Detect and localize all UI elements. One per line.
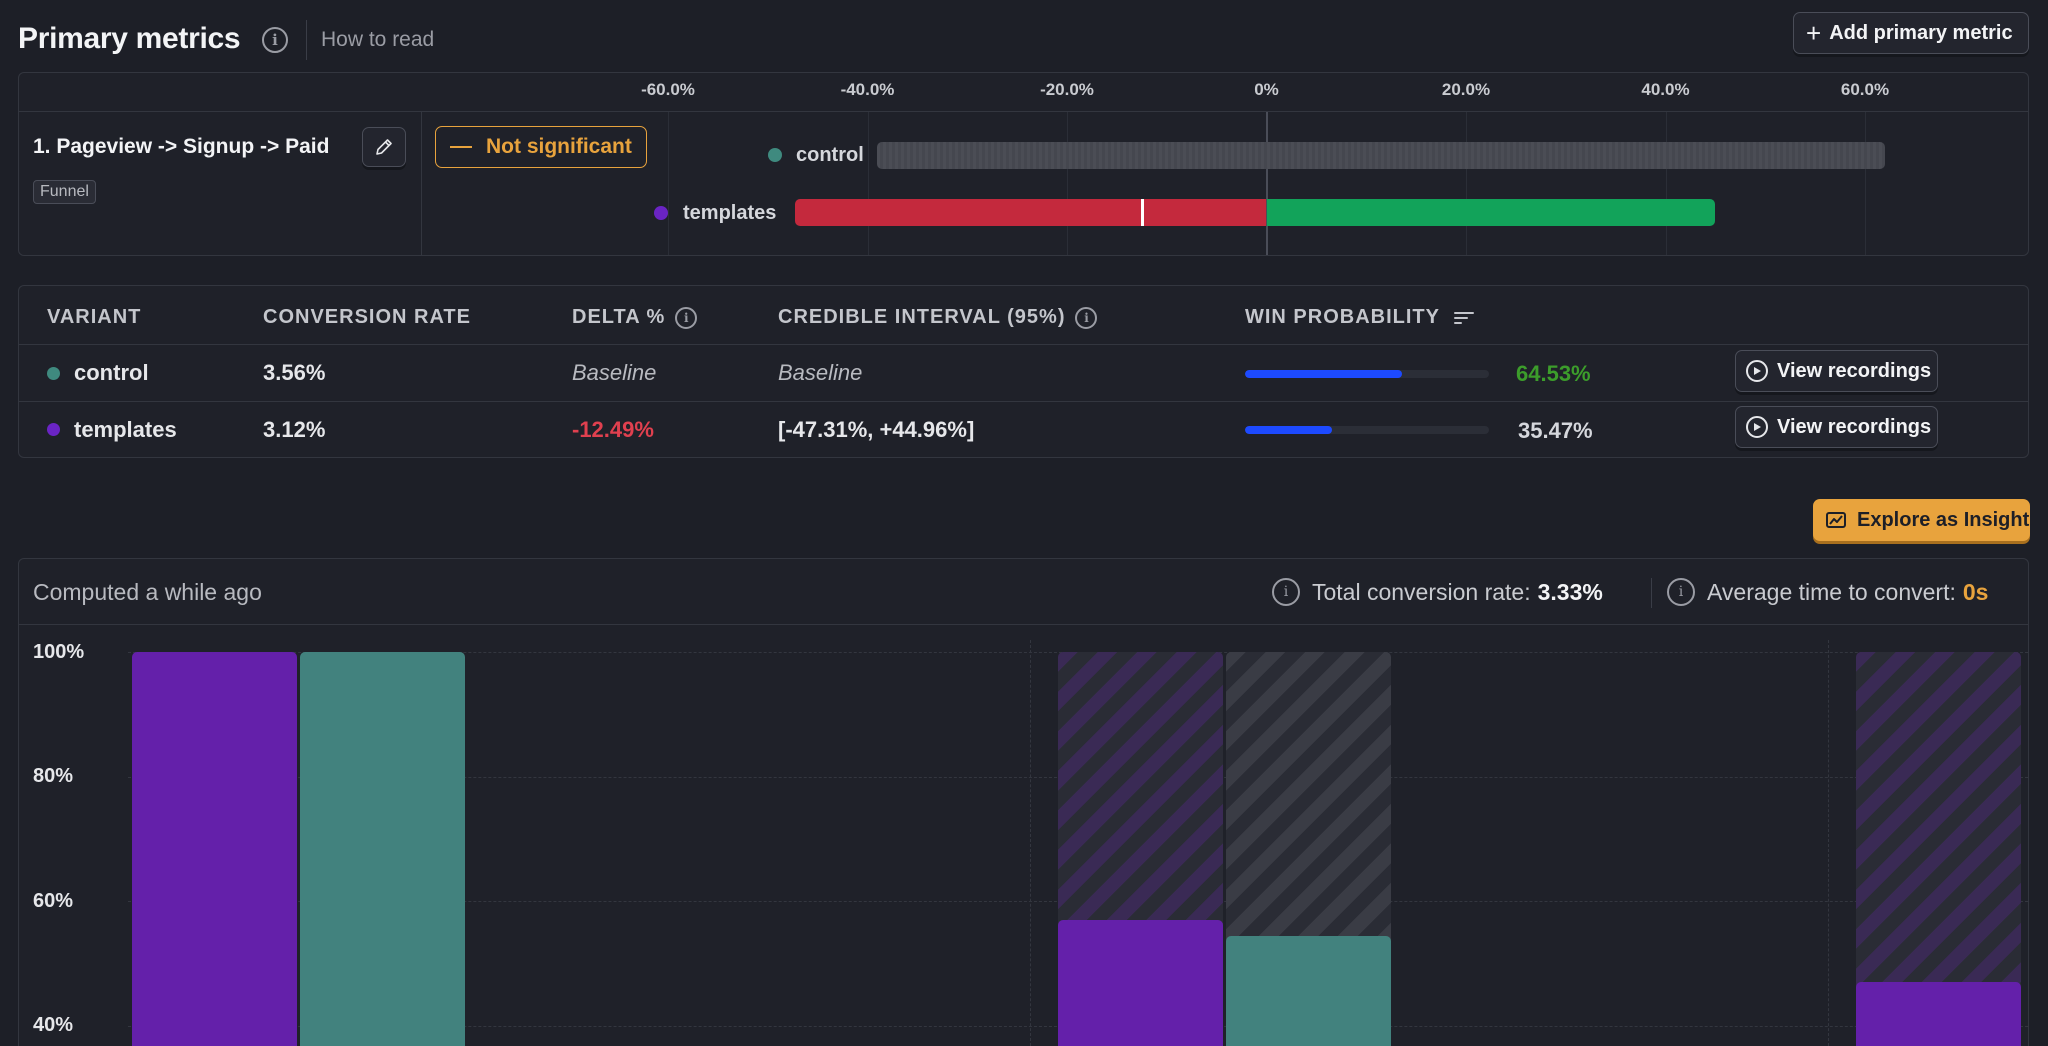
table-row-variant: templates: [74, 417, 177, 442]
results-table: [18, 285, 2029, 458]
step-separator: [1030, 640, 1031, 1046]
table-row-win-probability: 64.53%: [1516, 361, 1591, 386]
y-tick-label: 80%: [33, 765, 74, 787]
gridline: [1665, 112, 1667, 255]
play-icon: [1746, 416, 1768, 438]
view-recordings-button[interactable]: View recordings: [1735, 406, 1938, 448]
gridline: [668, 112, 669, 255]
y-tick-label: 60%: [33, 890, 74, 912]
step-separator: [1828, 640, 1829, 1046]
column-header-conversion-rate: CONVERSION RATE: [263, 306, 471, 328]
win-probability-fill: [1245, 426, 1332, 434]
axis-tick-label: 40.0%: [1641, 80, 1690, 99]
insight-chart-icon: [1826, 512, 1846, 528]
gridline: [1067, 112, 1068, 255]
column-header-variant: VARIANT: [47, 306, 142, 328]
y-tick-label: 40%: [33, 1014, 74, 1036]
axis-tick-label: -40.0%: [840, 80, 895, 99]
axis-tick-label: 0%: [1254, 80, 1279, 99]
funnel-bar-templates[interactable]: [1058, 920, 1223, 1046]
gridline: [867, 112, 869, 255]
info-icon[interactable]: i: [262, 27, 288, 53]
column-header-delta: DELTA % i: [572, 306, 698, 329]
axis-tick-label: 20.0%: [1441, 80, 1491, 99]
interval-bar-templates-negative: [794, 199, 1267, 226]
significance-label: Not significant: [486, 135, 632, 158]
divider: [19, 624, 2028, 625]
divider: [1651, 578, 1652, 608]
delta-marker-templates: [1140, 199, 1144, 226]
table-row-interval: Baseline: [778, 360, 863, 385]
axis-tick-label: -20.0%: [1040, 80, 1094, 99]
funnel-bar-control[interactable]: [300, 652, 465, 1046]
info-icon[interactable]: i: [1667, 578, 1695, 606]
funnel-bar-templates[interactable]: [132, 652, 297, 1046]
play-icon: [1746, 360, 1768, 382]
divider: [421, 112, 422, 255]
gridline: [1865, 112, 1866, 255]
table-row-delta: Baseline: [572, 360, 657, 385]
edit-metric-button[interactable]: [362, 127, 406, 167]
sort-icon[interactable]: [1452, 308, 1476, 328]
average-time-to-convert: i Average time to convert: 0s: [1667, 578, 1988, 606]
axis-tick-label: 60.0%: [1840, 80, 1890, 99]
axis-tick-label: -60.0%: [641, 80, 695, 99]
win-probability-bar: [1245, 370, 1489, 378]
funnel-dropoff-bar-templates: [1856, 652, 2021, 1046]
zero-line: [1266, 112, 1268, 255]
page-title: Primary metrics: [18, 22, 241, 55]
variant-dot-control: [768, 148, 782, 162]
funnel-bar-control[interactable]: [1226, 935, 1391, 1046]
variant-dot-templates: [654, 206, 668, 220]
add-primary-metric-button[interactable]: + Add primary metric: [1793, 12, 2029, 54]
column-header-win-probability[interactable]: WIN PROBABILITY: [1245, 306, 1476, 329]
win-probability-bar: [1245, 426, 1489, 434]
win-probability-fill: [1245, 370, 1403, 378]
metric-type-tag: Funnel: [33, 180, 96, 204]
table-row-conversion-rate: 3.12%: [263, 417, 326, 442]
table-row-win-probability: 35.47%: [1518, 418, 1593, 443]
variant-dot-control: [47, 367, 60, 380]
divider: [19, 401, 2028, 402]
view-recordings-button[interactable]: View recordings: [1735, 350, 1938, 392]
funnel-bar-templates[interactable]: [1856, 982, 2021, 1046]
info-icon[interactable]: i: [675, 306, 698, 329]
table-row-delta: -12.49%: [572, 417, 654, 442]
divider: [306, 20, 307, 60]
gridline: [1466, 112, 1467, 255]
interval-bar-control: [877, 142, 1885, 169]
plus-icon: +: [1806, 18, 1822, 48]
pencil-icon: [376, 139, 392, 155]
total-conversion-rate: i Total conversion rate: 3.33%: [1272, 578, 1603, 606]
divider: [19, 111, 2028, 112]
table-row-interval: [-47.31%, +44.96%]: [778, 417, 975, 442]
metric-name: 1. Pageview -> Signup -> Paid: [33, 135, 330, 158]
dash-icon: [450, 146, 472, 148]
significance-badge: Not significant: [435, 126, 647, 168]
column-header-credible-interval: CREDIBLE INTERVAL (95%) i: [778, 306, 1098, 329]
table-row-conversion-rate: 3.56%: [263, 360, 326, 385]
variant-label-templates: templates: [683, 202, 777, 224]
add-primary-metric-label: Add primary metric: [1829, 21, 2013, 44]
interval-bar-templates-positive: [1266, 199, 1715, 226]
variant-label-control: control: [796, 144, 864, 166]
divider: [19, 344, 2028, 345]
computed-status: Computed a while ago: [33, 579, 262, 605]
info-icon[interactable]: i: [1272, 578, 1300, 606]
table-row-variant: control: [74, 360, 149, 385]
y-tick-label: 100%: [33, 641, 85, 663]
explore-as-insight-button[interactable]: Explore as Insight: [1813, 499, 2030, 541]
info-icon[interactable]: i: [1075, 306, 1098, 329]
how-to-read-link[interactable]: How to read: [321, 28, 435, 51]
variant-dot-templates: [47, 423, 60, 436]
